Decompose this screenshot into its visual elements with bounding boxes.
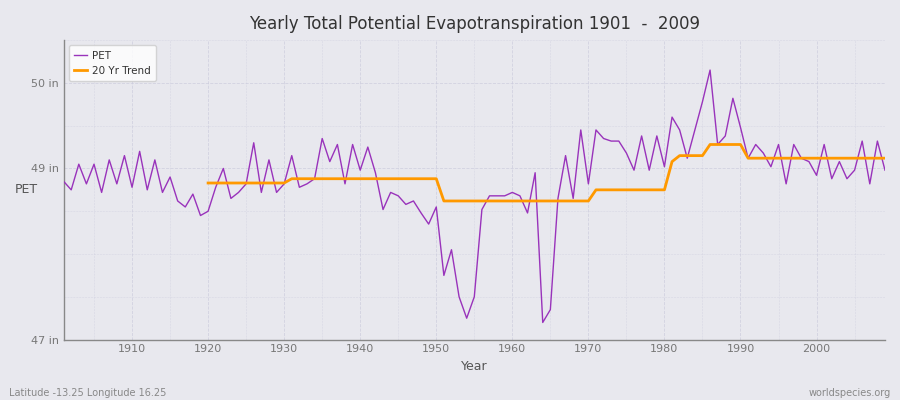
20 Yr Trend [438,198,449,203]
Text: Latitude -13.25 Longitude 16.25: Latitude -13.25 Longitude 16.25 [9,388,166,398]
Line: PET: PET [64,70,885,322]
20 Yr Trend [864,156,875,160]
20 Yr Trend [705,142,716,147]
20 Yr Trend [780,156,791,160]
Text: worldspecies.org: worldspecies.org [809,388,891,398]
20 Yr Trend [879,156,890,160]
Y-axis label: PET: PET [15,183,38,196]
PET [705,68,716,72]
Legend: PET, 20 Yr Trend: PET, 20 Yr Trend [68,45,156,81]
PET [119,153,130,158]
PET [332,142,343,147]
PET [879,168,890,172]
20 Yr Trend [202,181,213,186]
20 Yr Trend [408,176,418,181]
20 Yr Trend [796,156,806,160]
PET [286,153,297,158]
PET [500,194,510,198]
X-axis label: Year: Year [461,360,488,373]
PET [606,139,616,144]
Title: Yearly Total Potential Evapotranspiration 1901  -  2009: Yearly Total Potential Evapotranspiratio… [248,15,700,33]
PET [537,320,548,325]
PET [507,190,517,195]
20 Yr Trend [682,153,693,158]
20 Yr Trend [294,176,305,181]
PET [58,179,69,184]
Line: 20 Yr Trend: 20 Yr Trend [208,144,885,201]
